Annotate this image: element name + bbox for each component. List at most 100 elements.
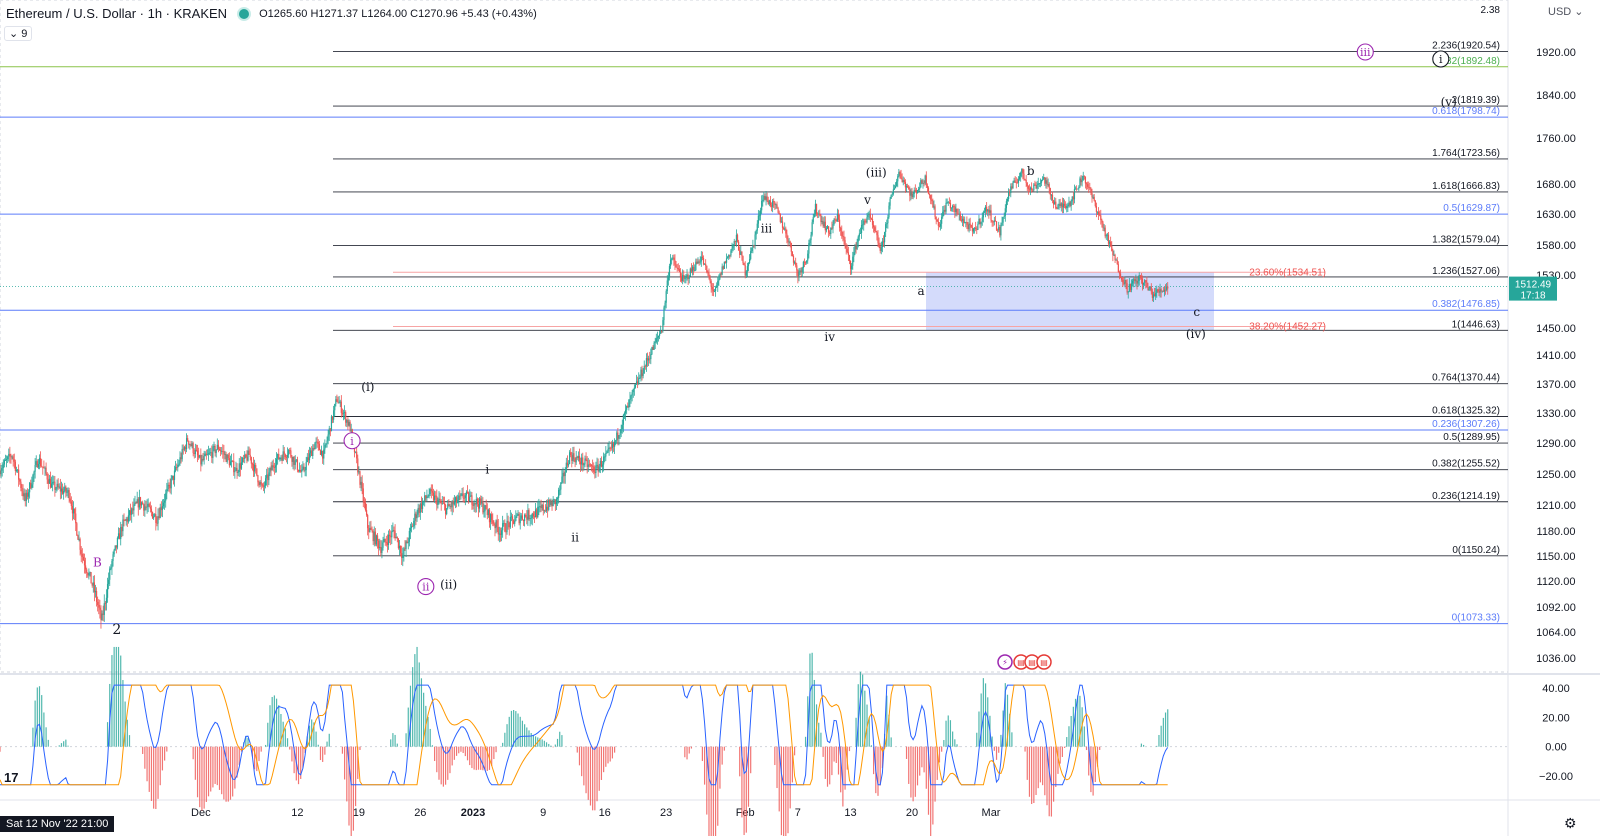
histogram-bar bbox=[449, 746, 451, 774]
candle-body bbox=[880, 247, 882, 251]
histogram-bar bbox=[826, 746, 829, 787]
time-axis[interactable]: Dec 12 19 26 2023 9 16 23 Feb 7 13 20 Mar bbox=[191, 807, 1001, 819]
candle-body bbox=[728, 254, 730, 258]
candle-body bbox=[980, 221, 982, 225]
histogram-bar bbox=[269, 705, 271, 747]
candle-body bbox=[878, 242, 880, 247]
candle-body bbox=[1039, 182, 1042, 184]
histogram-bar bbox=[925, 746, 927, 789]
candle-body bbox=[271, 465, 273, 471]
candle-body bbox=[79, 539, 81, 550]
candle-body bbox=[889, 198, 891, 206]
candle-body bbox=[264, 478, 267, 486]
candle-body bbox=[338, 402, 340, 404]
candle-body bbox=[49, 478, 52, 488]
candle-body bbox=[415, 513, 417, 519]
candle-body bbox=[537, 506, 539, 518]
candle-body bbox=[857, 236, 859, 242]
candle-body bbox=[179, 457, 181, 464]
currency-selector[interactable]: USD ⌄ bbox=[1548, 6, 1584, 18]
tradingview-logo-icon[interactable]: 17 bbox=[4, 770, 19, 785]
candle-body bbox=[430, 489, 432, 492]
candle-body bbox=[1012, 182, 1014, 188]
candle-body bbox=[443, 503, 446, 505]
candle-body bbox=[293, 456, 295, 465]
candle-body bbox=[480, 498, 482, 504]
histogram-bar bbox=[780, 746, 783, 836]
candle-body bbox=[1096, 211, 1099, 213]
candle-body bbox=[414, 513, 416, 521]
histogram-bar bbox=[392, 733, 394, 747]
event-icons[interactable]: ⚡ ▤ ▤ ▤ bbox=[997, 654, 1052, 670]
candle-body bbox=[439, 498, 441, 503]
histogram-bar bbox=[712, 746, 714, 836]
histogram-bar bbox=[273, 695, 275, 747]
candle-body bbox=[199, 455, 201, 458]
histogram-bar bbox=[774, 746, 776, 766]
candle-body bbox=[1056, 208, 1058, 210]
histogram-bar bbox=[0, 746, 1, 752]
candle-body bbox=[620, 428, 622, 434]
candle-body bbox=[806, 260, 808, 263]
histogram-bar bbox=[216, 746, 218, 786]
candle-body bbox=[665, 291, 667, 303]
histogram-bar bbox=[831, 746, 833, 776]
candle-body bbox=[930, 195, 932, 200]
time-tick-label: 7 bbox=[795, 807, 801, 819]
candle-body bbox=[1153, 294, 1156, 297]
histogram-bar bbox=[890, 737, 892, 747]
candle-body bbox=[677, 267, 679, 270]
candle-body bbox=[124, 520, 126, 521]
candle-body bbox=[245, 454, 247, 457]
candle-body bbox=[1137, 280, 1139, 284]
candle-body bbox=[871, 219, 874, 225]
histogram-bar bbox=[804, 736, 807, 747]
indicators-toggle[interactable]: ⌄ 9 bbox=[4, 26, 33, 41]
candle-body bbox=[968, 223, 970, 230]
candle-body bbox=[558, 489, 560, 498]
price-axis[interactable]: 1920.001840.001760.001680.001630.001580.… bbox=[1509, 47, 1576, 665]
candle-body bbox=[1164, 289, 1167, 291]
ohlc-readout: O1265.60 H1271.37 L1264.00 C1270.96 +5.4… bbox=[259, 7, 537, 20]
gear-icon[interactable]: ⚙ bbox=[1564, 815, 1577, 831]
histogram-bar bbox=[545, 742, 548, 747]
candle-body bbox=[721, 266, 723, 275]
candle-body bbox=[435, 495, 437, 497]
candle-body bbox=[14, 461, 16, 472]
candle-body bbox=[1097, 211, 1100, 215]
candle-body bbox=[65, 486, 67, 493]
candle-body bbox=[100, 609, 102, 621]
histogram-bar bbox=[207, 746, 210, 797]
time-tick-label: Mar bbox=[982, 807, 1001, 819]
candle-body bbox=[709, 277, 711, 282]
candle-body bbox=[320, 450, 323, 455]
candle-body bbox=[324, 444, 326, 450]
histogram-bar bbox=[607, 746, 609, 764]
candle-body bbox=[92, 582, 94, 586]
candle-body bbox=[1112, 250, 1114, 256]
candle-body bbox=[121, 526, 123, 532]
candle-body bbox=[243, 458, 245, 459]
candle-body bbox=[675, 264, 677, 268]
histogram-bar bbox=[289, 746, 291, 750]
candle-body bbox=[776, 204, 778, 209]
histogram-bar bbox=[980, 693, 982, 747]
candle-body bbox=[793, 262, 796, 264]
symbol-title[interactable]: Ethereum / U.S. Dollar · 1h · KRAKEN bbox=[6, 6, 228, 21]
candle-body bbox=[334, 404, 336, 411]
histogram-bar bbox=[144, 746, 146, 769]
candle-body bbox=[954, 206, 956, 213]
price-tick-label: 1410.00 bbox=[1536, 350, 1576, 362]
histogram-bar bbox=[1042, 746, 1044, 786]
candle-body bbox=[1035, 184, 1037, 189]
candle-body bbox=[203, 456, 205, 461]
candle-body bbox=[550, 502, 552, 505]
wave-label: v bbox=[863, 193, 871, 207]
candle-body bbox=[903, 180, 905, 183]
candle-body bbox=[403, 548, 405, 556]
candle-body bbox=[1160, 289, 1162, 292]
candle-body bbox=[1084, 176, 1087, 184]
